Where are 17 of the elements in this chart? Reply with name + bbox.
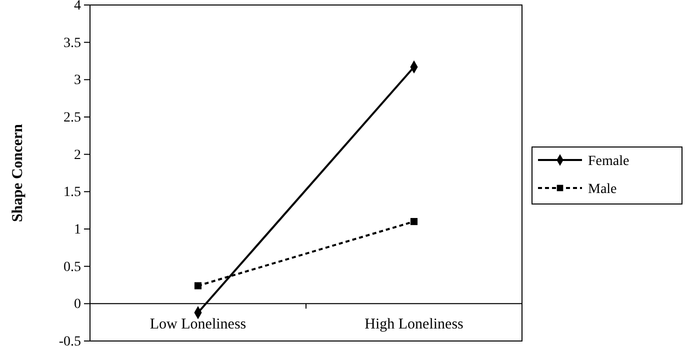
y-tick-label: 0.5 (64, 260, 81, 275)
y-tick-label: 4 (74, 0, 81, 14)
y-tick-label: 1.5 (64, 185, 81, 200)
point (194, 282, 202, 290)
y-tick-label: -0.5 (58, 334, 81, 347)
x-tick-label: Low Loneliness (150, 316, 246, 332)
legend-label: Female (588, 154, 630, 169)
y-tick-label: 2 (74, 148, 81, 163)
legend-label: Male (588, 182, 617, 197)
y-tick-label: 2.5 (64, 110, 81, 126)
y-axis-title: Shape Concern (10, 123, 26, 222)
x-tick-label: High Loneliness (364, 316, 464, 332)
point (410, 218, 418, 226)
y-tick-label: 0 (74, 297, 81, 312)
y-tick-label: 1 (74, 222, 81, 238)
y-tick-label: 3 (74, 73, 81, 88)
y-tick-label: 3.5 (64, 36, 81, 51)
